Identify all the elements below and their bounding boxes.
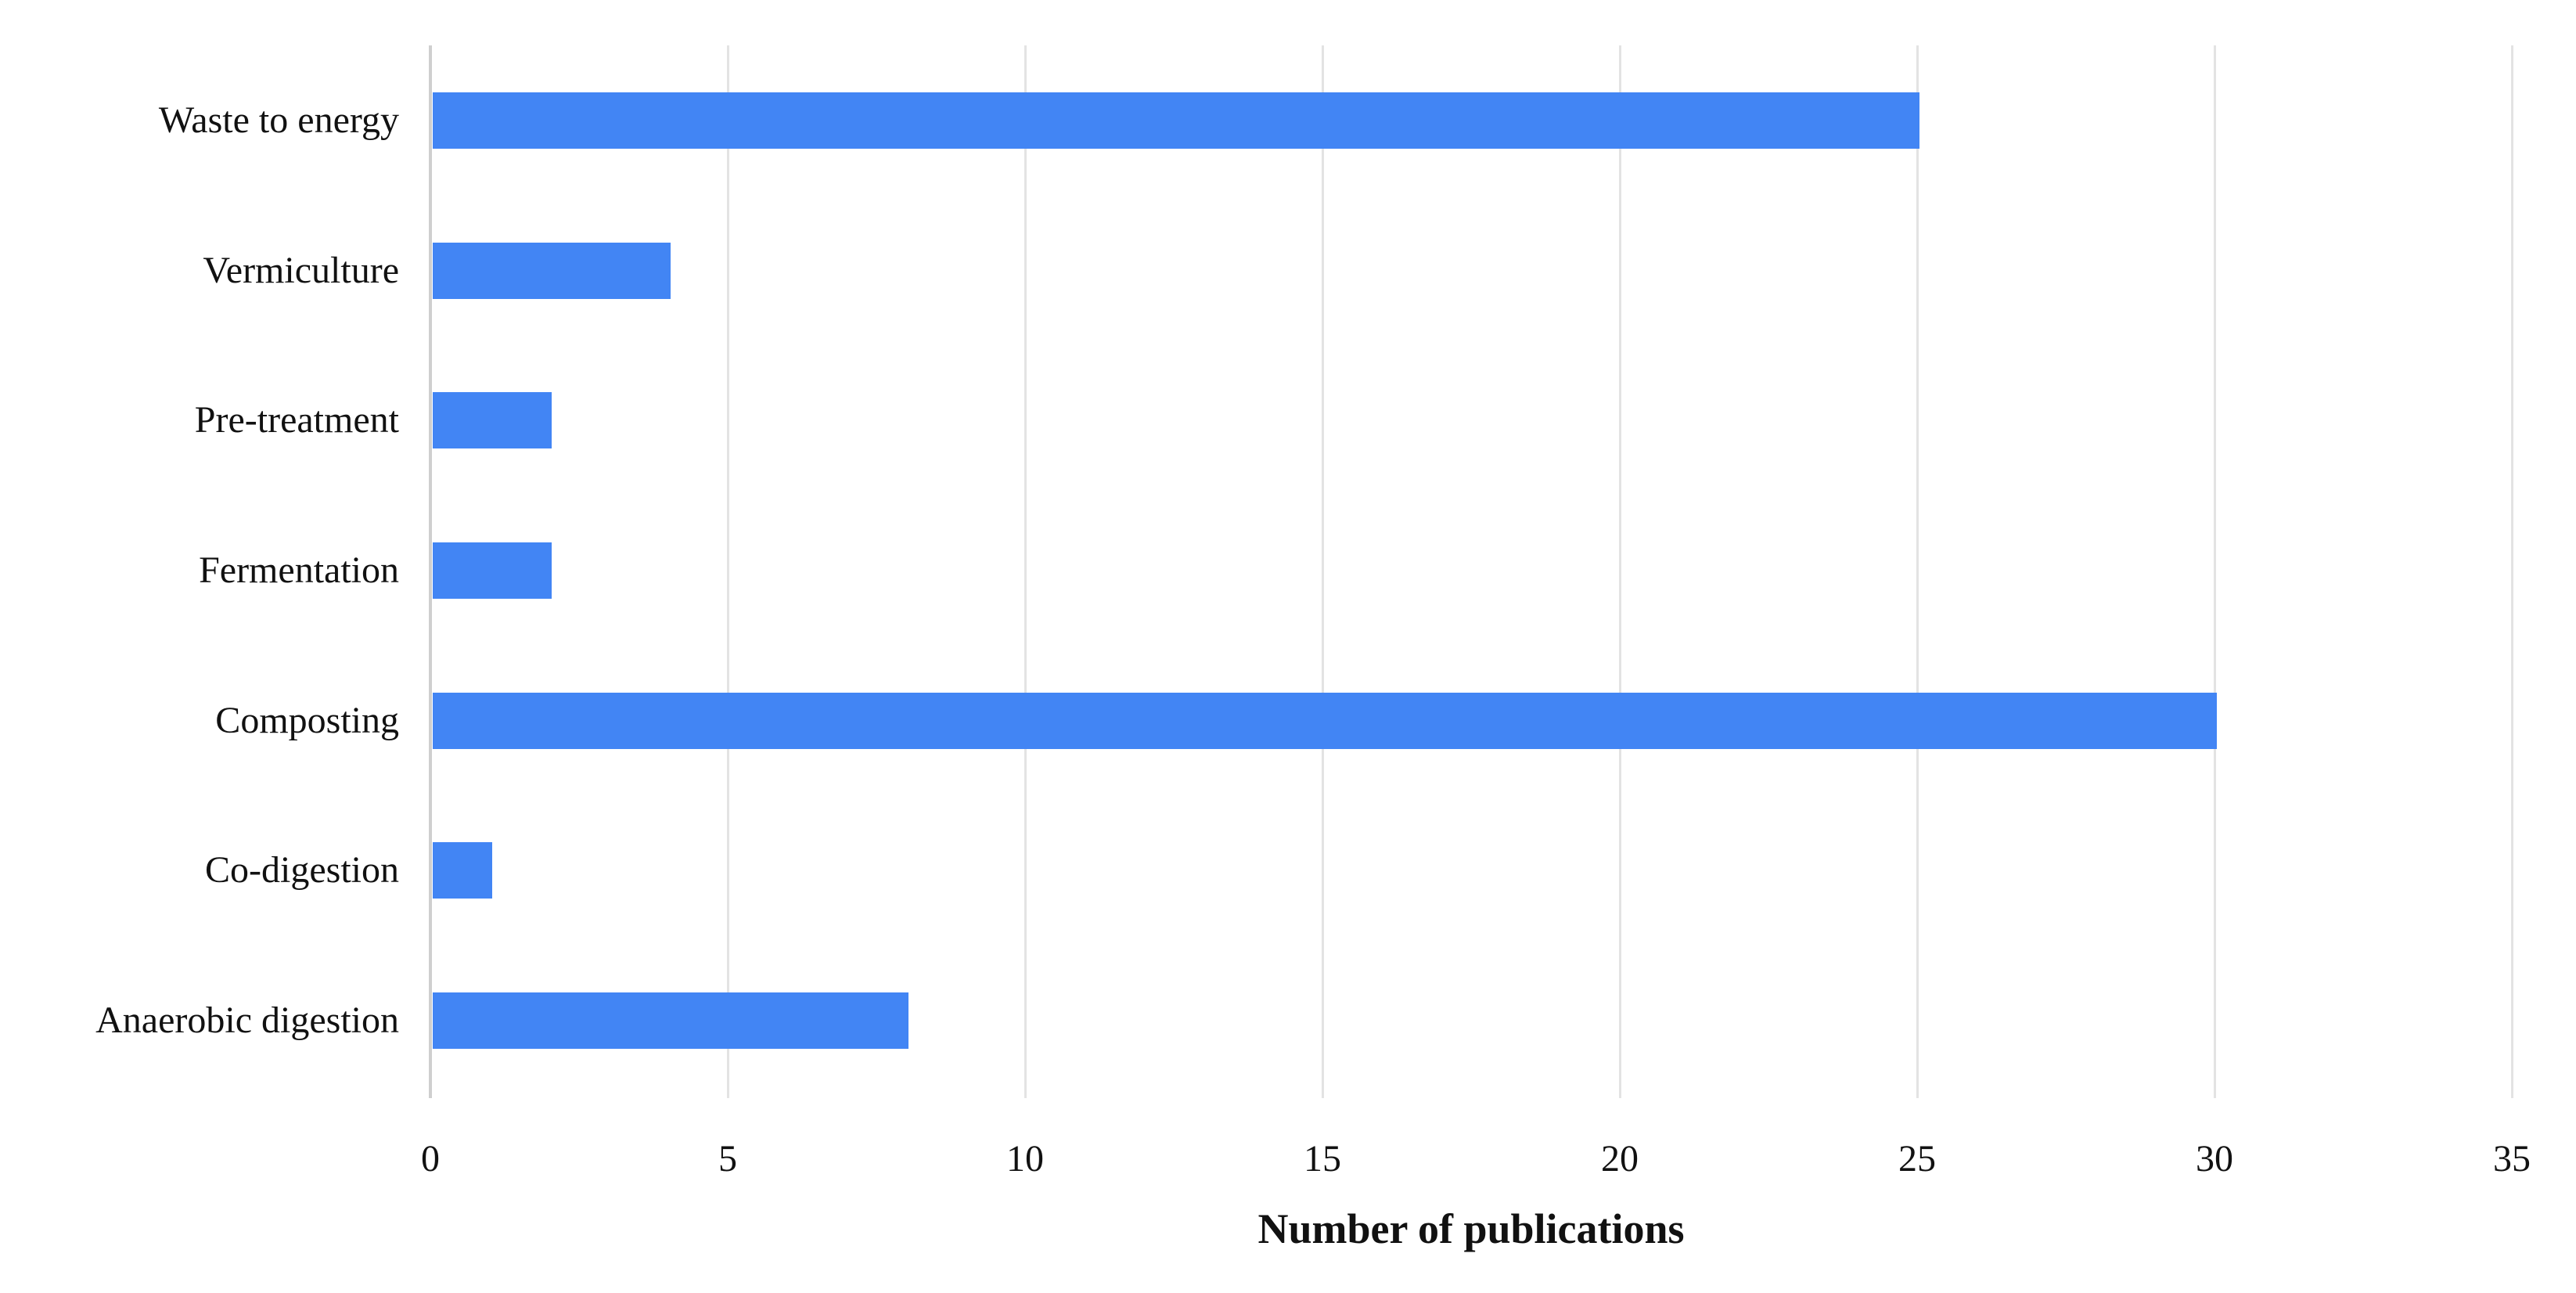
bar-row (433, 796, 2512, 946)
bar-composting (433, 692, 2217, 749)
gridline-25 (1916, 45, 1919, 1098)
bar-row (433, 495, 2512, 646)
category-label: Anaerobic digestion (95, 999, 399, 1042)
category-label: Pre-treatment (194, 399, 399, 441)
x-tick-label-20: 20 (1601, 1138, 1639, 1180)
gridline-5 (726, 45, 729, 1098)
bar-row (433, 45, 2512, 196)
gridline-35 (2510, 45, 2513, 1098)
category-row: Composting (0, 646, 399, 796)
bar-row (433, 196, 2512, 346)
y-axis-line (429, 45, 432, 1098)
x-axis-tick-labels: 0 5 10 15 20 25 30 35 (421, 1136, 2531, 1191)
category-row: Waste to energy (0, 45, 399, 196)
gridline-10 (1024, 45, 1027, 1098)
bar-anaerobic-digestion (433, 992, 908, 1050)
bar-series (433, 45, 2512, 1096)
x-tick-label-30: 30 (2196, 1138, 2233, 1180)
x-tick-label-0: 0 (421, 1138, 440, 1180)
category-label: Co-digestion (205, 849, 399, 891)
bar-row (433, 945, 2512, 1096)
category-row: Anaerobic digestion (0, 945, 399, 1096)
category-row: Fermentation (0, 495, 399, 646)
bar-fermentation (433, 542, 552, 600)
bar-vermiculture (433, 242, 671, 299)
category-label: Composting (215, 699, 399, 741)
bar-row (433, 345, 2512, 495)
x-tick-label-15: 15 (1304, 1138, 1341, 1180)
category-row: Co-digestion (0, 796, 399, 946)
gridline-20 (1618, 45, 1621, 1098)
bar-row (433, 646, 2512, 796)
x-tick-label-10: 10 (1006, 1138, 1044, 1180)
y-axis-category-labels: Waste to energy Vermiculture Pre-treatment… (0, 45, 399, 1096)
category-row: Vermiculture (0, 196, 399, 346)
gridline-30 (2213, 45, 2216, 1098)
bar-pre-treatment (433, 392, 552, 449)
plot-area (429, 45, 2513, 1098)
x-tick-label-5: 5 (718, 1138, 737, 1180)
x-tick-label-25: 25 (1898, 1138, 1936, 1180)
gridline-15 (1321, 45, 1324, 1098)
category-label: Waste to energy (158, 99, 399, 141)
x-axis-title: Number of publications (1257, 1205, 1685, 1252)
category-row: Pre-treatment (0, 345, 399, 495)
category-label: Vermiculture (203, 249, 399, 291)
bar-co-digestion (433, 842, 492, 899)
bar-waste-to-energy (433, 92, 1919, 149)
category-label: Fermentation (199, 549, 399, 592)
x-tick-label-35: 35 (2493, 1138, 2531, 1180)
